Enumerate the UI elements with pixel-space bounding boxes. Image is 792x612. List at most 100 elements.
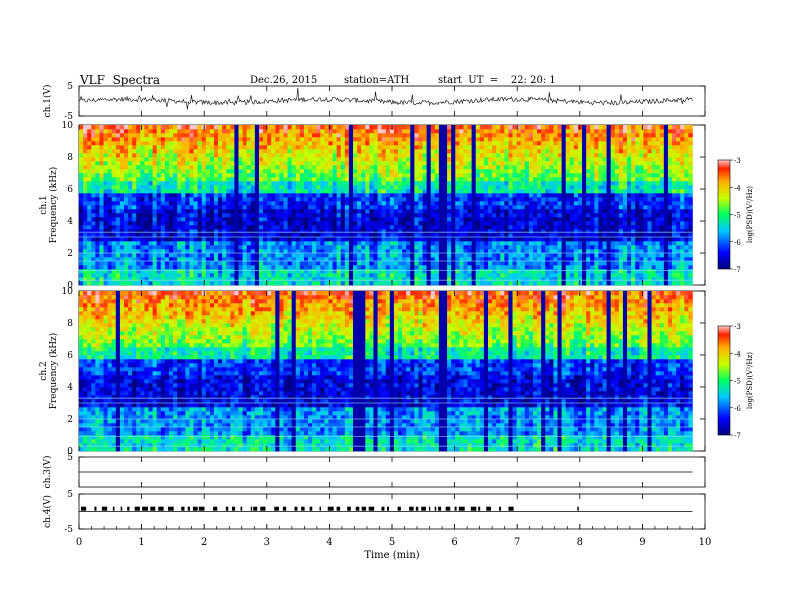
- colorbar-label: log(PSD)(V²/Hz): [746, 352, 754, 409]
- start-time-label: start UT = 22: 20: 1: [438, 75, 556, 86]
- x-tick-label: 5: [389, 537, 395, 548]
- colorbar-tick-label: -3: [734, 323, 741, 331]
- y-tick-label: 6: [67, 351, 73, 361]
- pulse-mark: [192, 506, 198, 511]
- colorbar-tick-label: -4: [734, 350, 741, 358]
- pulse-mark: [101, 506, 108, 511]
- pulse-mark: [428, 506, 431, 511]
- pulse-mark: [142, 506, 149, 511]
- pulse-mark: [347, 506, 351, 511]
- pulse-mark: [438, 506, 442, 511]
- x-tick-label: 9: [639, 537, 645, 548]
- y-axis-label: ch.4(V): [42, 495, 53, 528]
- pulse-mark: [434, 506, 437, 511]
- pulse-mark: [415, 506, 419, 511]
- pulse-mark: [397, 506, 401, 511]
- waveform-ch1-waveform: [78, 87, 693, 110]
- pulse-mark: [225, 506, 229, 511]
- chart-title: VLF Spectra: [80, 73, 161, 87]
- x-tick-label: 4: [326, 537, 332, 548]
- pulse-mark: [454, 506, 457, 511]
- pulse-mark: [381, 506, 385, 511]
- pulse-mark: [127, 506, 130, 511]
- pulse-mark: [478, 506, 481, 511]
- x-tick-label: 8: [577, 537, 583, 548]
- x-tick-label: 0: [76, 537, 82, 548]
- y-tick-label: 5: [67, 490, 73, 500]
- y-tick-label: 0: [67, 281, 73, 291]
- x-axis-label: Time (min): [364, 550, 419, 561]
- y-tick-label: 4: [67, 217, 73, 227]
- spectrogram-ch1-spectrogram: [79, 125, 693, 286]
- y-tick-label: 5: [67, 82, 73, 92]
- pulse-mark: [120, 506, 123, 511]
- y-tick-label: 0: [67, 447, 73, 457]
- y-axis-label: ch.3(V): [42, 456, 53, 489]
- y-axis-label: ch.1Frequency (kHz): [39, 167, 59, 244]
- pulse-mark: [327, 506, 334, 511]
- x-tick-label: 7: [514, 537, 520, 548]
- pulse-mark: [167, 506, 174, 511]
- pulse-mark: [458, 506, 465, 511]
- colorbar-label: log(PSD)(V²/Hz): [746, 186, 754, 243]
- pulse-mark: [158, 506, 164, 511]
- date-label: Dec.26, 2015: [250, 75, 318, 86]
- pulse-mark: [240, 506, 243, 511]
- pulse-mark: [274, 506, 279, 511]
- pulse-mark: [250, 506, 253, 511]
- x-tick-label: 1: [138, 537, 144, 548]
- pulse-mark: [187, 506, 190, 511]
- colorbar-tick-label: -7: [734, 432, 741, 440]
- pulse-mark: [508, 506, 514, 511]
- y-tick-label: 10: [62, 121, 74, 131]
- spectrogram-ch2-spectrogram: [79, 291, 693, 452]
- pulse-mark: [319, 506, 321, 511]
- colorbar-tick-label: -4: [734, 184, 741, 192]
- station-label: station=ATH: [344, 75, 410, 86]
- pulse-mark: [368, 506, 375, 511]
- y-tick-label: 5: [67, 453, 73, 463]
- colorbar-tick-label: -5: [734, 378, 741, 386]
- x-tick-label: 10: [699, 537, 712, 548]
- pulse-mark: [213, 506, 218, 511]
- pulse-mark: [94, 506, 97, 511]
- pulse-mark: [577, 506, 579, 511]
- colorbar-tick-label: -6: [734, 405, 741, 413]
- waveform-line: [78, 87, 693, 110]
- y-tick-label: 8: [67, 153, 73, 163]
- colorbar-tick-label: -6: [734, 239, 741, 247]
- x-tick-label: 6: [451, 537, 457, 548]
- pulse-mark: [81, 506, 87, 511]
- y-tick-label: 8: [67, 319, 73, 329]
- pulse-mark: [409, 506, 414, 511]
- x-tick-label: 2: [201, 537, 207, 548]
- y-tick-label: 2: [67, 415, 73, 425]
- pulse-mark: [181, 506, 185, 511]
- pulse-mark: [470, 506, 477, 511]
- pulse-mark: [361, 506, 367, 511]
- pulse-mark: [486, 506, 492, 511]
- pulse-mark: [336, 506, 341, 511]
- x-tick-label: 3: [264, 537, 270, 548]
- colorbar: [717, 325, 731, 436]
- pulse-mark: [150, 506, 156, 511]
- waveform-ch4-waveform: [79, 506, 693, 512]
- pulse-mark: [445, 506, 451, 511]
- pulse-mark: [134, 506, 140, 511]
- y-axis-label: ch.2Frequency (kHz): [39, 333, 59, 410]
- y-tick-label: -5: [64, 112, 73, 122]
- y-tick-label: 10: [62, 287, 74, 297]
- pulse-mark: [499, 506, 502, 511]
- pulse-mark: [112, 506, 115, 511]
- y-tick-label: 2: [67, 249, 73, 259]
- pulse-mark: [355, 506, 360, 511]
- pulse-mark: [253, 506, 258, 511]
- pulse-mark: [231, 506, 236, 511]
- pulse-mark: [198, 506, 205, 511]
- colorbar-tick-label: -3: [734, 157, 741, 165]
- y-tick-label: 4: [67, 383, 73, 393]
- pulse-mark: [387, 506, 389, 511]
- pulse-mark: [421, 506, 426, 511]
- pulse-mark: [282, 506, 287, 511]
